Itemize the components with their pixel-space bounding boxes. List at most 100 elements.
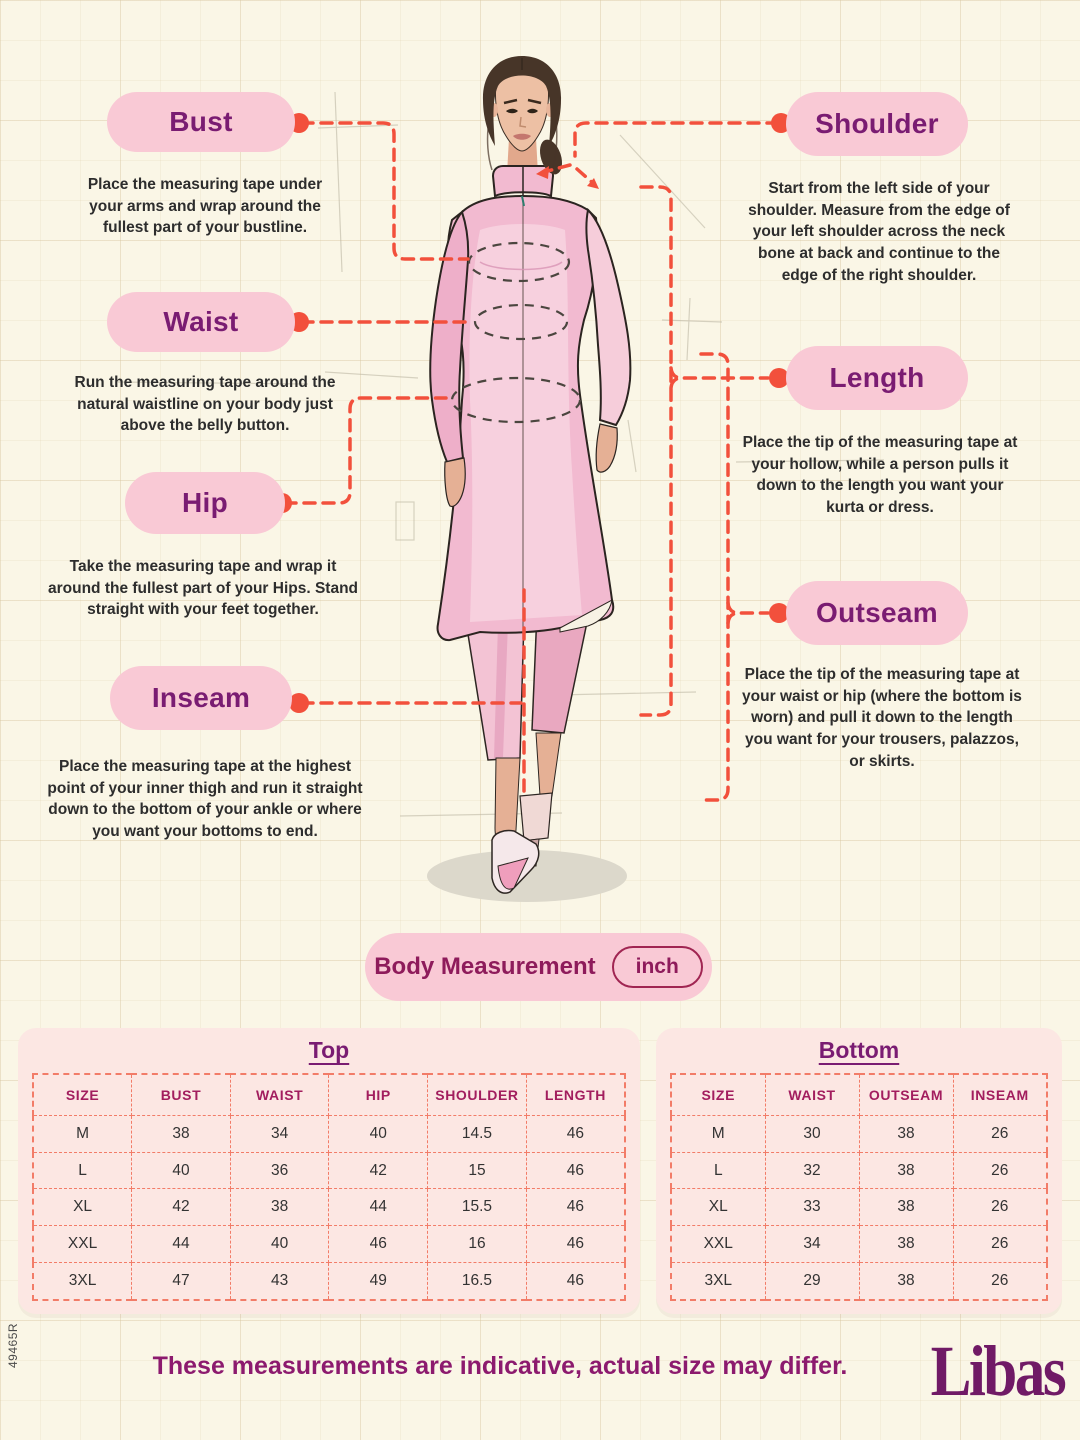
table-cell: 26: [952, 1261, 1048, 1301]
table-header-row: SIZE WAIST OUTSEAM INSEAM: [670, 1073, 1048, 1116]
table-header-row: SIZE BUST WAIST HIP SHOULDER LENGTH: [32, 1073, 626, 1116]
table-cell: 26: [952, 1115, 1048, 1153]
outseam-label: Outseam: [816, 597, 938, 628]
table-cell: 40: [131, 1151, 231, 1190]
table-cell: 15.5: [427, 1188, 527, 1227]
table-cell: 46: [525, 1225, 626, 1263]
table-cell: 38: [858, 1261, 954, 1301]
col-size: SIZE: [32, 1073, 133, 1116]
table-cell: L: [670, 1151, 766, 1190]
table-cell: 42: [328, 1151, 429, 1190]
table-cell: 29: [764, 1261, 860, 1301]
bust-ellipse: [467, 241, 571, 283]
fashion-figure-illustration: [117, 56, 885, 902]
waist-description: Run the measuring tape around the natura…: [74, 374, 336, 435]
table-cell: 47: [131, 1261, 231, 1301]
table-cell: 15: [427, 1151, 527, 1190]
hip-ellipse: [450, 376, 582, 424]
table-cell: 14.5: [427, 1115, 527, 1153]
table-row: 3XL 47 43 49 16.5 46: [32, 1261, 626, 1301]
waist-label-pill: Waist: [107, 292, 295, 352]
connector-lines: [283, 121, 780, 802]
inseam-label: Inseam: [151, 682, 251, 713]
table-row: XXL 34 38 26: [670, 1225, 1048, 1263]
table-cell: 38: [858, 1151, 954, 1190]
floor-shadow: [427, 850, 627, 902]
table-cell: 26: [952, 1188, 1048, 1227]
body-measurement-title: Body Measurement: [374, 953, 596, 980]
col-bust: BUST: [131, 1073, 231, 1116]
table-cell: 46: [525, 1151, 626, 1190]
table-cell: 26: [952, 1151, 1048, 1190]
body-measurement-bar: Body Measurement inch: [365, 933, 712, 1001]
table-cell: XL: [670, 1188, 766, 1227]
length-description: Place the tip of the measuring tape at y…: [742, 434, 1018, 517]
bust-connector: [300, 121, 470, 261]
table-cell: 46: [525, 1188, 626, 1227]
outseam-label-pill: Outseam: [786, 581, 968, 645]
outseam-dot: [769, 603, 789, 623]
length-label-pill: Length: [786, 346, 968, 410]
bust-label: Bust: [169, 106, 233, 137]
inseam-dot: [289, 693, 309, 713]
table-cell: 44: [328, 1188, 429, 1227]
shoulder-description: Start from the left side of your shoulde…: [748, 180, 1010, 284]
length-junction: [669, 366, 770, 380]
disclaimer-note: These measurements are indicative, actua…: [152, 1352, 848, 1380]
shoulder-label: Shoulder: [815, 108, 939, 139]
table-cell: 36: [229, 1151, 330, 1190]
inseam-description: Place the measuring tape at the highest …: [47, 758, 363, 841]
table-cell: 38: [229, 1188, 330, 1227]
col-waist: WAIST: [229, 1073, 330, 1116]
waist-label: Waist: [163, 306, 239, 337]
bottom-table-title: Bottom: [818, 1037, 900, 1063]
shoulder-connector: [573, 121, 780, 158]
table-cell: 49: [328, 1261, 429, 1301]
table-cell: 34: [229, 1115, 330, 1153]
top-size-table: SIZE BUST WAIST HIP SHOULDER LENGTH M 38…: [32, 1073, 626, 1301]
size-table-top-card: Top SIZE BUST WAIST HIP SHOULDER LENGTH …: [18, 1028, 640, 1314]
hip-label: Hip: [181, 487, 228, 518]
table-cell: 3XL: [670, 1261, 766, 1301]
shoulder-label-pill: Shoulder: [786, 92, 968, 156]
col-length: LENGTH: [525, 1073, 626, 1116]
shoulder-arrowhead-right: [587, 178, 599, 189]
table-cell: 16.5: [427, 1261, 527, 1301]
table-cell: M: [32, 1115, 133, 1153]
table-cell: 26: [952, 1225, 1048, 1263]
unit-toggle-inch[interactable]: inch: [611, 946, 703, 988]
table-row: XL 42 38 44 15.5 46: [32, 1188, 626, 1227]
table-cell: 40: [229, 1225, 330, 1263]
col-inseam: INSEAM: [952, 1073, 1048, 1116]
table-row: M 38 34 40 14.5 46: [32, 1115, 626, 1153]
table-cell: 46: [328, 1225, 429, 1263]
table-cell: 38: [131, 1115, 231, 1153]
table-cell: 34: [764, 1225, 860, 1263]
col-waist: WAIST: [764, 1073, 860, 1116]
table-cell: XL: [32, 1188, 133, 1227]
table-cell: 38: [858, 1115, 954, 1153]
table-cell: 38: [858, 1225, 954, 1263]
style-code: 49465R: [6, 1322, 20, 1368]
col-hip: HIP: [328, 1073, 429, 1116]
col-size: SIZE: [670, 1073, 766, 1116]
table-cell: 16: [427, 1225, 527, 1263]
col-outseam: OUTSEAM: [858, 1073, 954, 1116]
length-dot: [769, 368, 789, 388]
table-row: XXL 44 40 46 16 46: [32, 1225, 626, 1263]
table-cell: 32: [764, 1151, 860, 1190]
top-table-title: Top: [308, 1037, 350, 1063]
size-table-bottom-card: Bottom SIZE WAIST OUTSEAM INSEAM M 30 38: [656, 1028, 1062, 1314]
table-row: XL 33 38 26: [670, 1188, 1048, 1227]
outseam-bracket: [699, 352, 730, 802]
bust-label-pill: Bust: [107, 92, 295, 152]
table-cell: XXL: [670, 1225, 766, 1263]
table-row: 3XL 29 38 26: [670, 1261, 1048, 1301]
table-cell: 40: [328, 1115, 429, 1153]
table-cell: 30: [764, 1115, 860, 1153]
table-cell: 46: [525, 1115, 626, 1153]
measure-ellipses: [450, 241, 582, 424]
table-cell: 46: [525, 1261, 626, 1301]
outseam-junction: [726, 601, 770, 615]
